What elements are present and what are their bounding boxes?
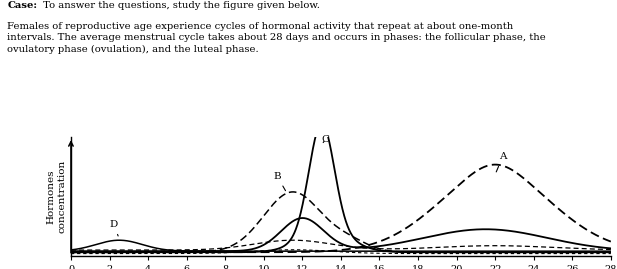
Text: B: B (273, 172, 286, 191)
Text: To answer the questions, study the figure given below.: To answer the questions, study the figur… (40, 1, 320, 10)
Text: C: C (321, 134, 329, 144)
Text: D: D (110, 220, 118, 236)
Text: Females of reproductive age experience cycles of hormonal activity that repeat a: Females of reproductive age experience c… (7, 22, 546, 54)
Text: Case:: Case: (7, 1, 38, 10)
Text: A: A (496, 152, 507, 172)
Y-axis label: Hormones
concentration: Hormones concentration (47, 160, 67, 233)
